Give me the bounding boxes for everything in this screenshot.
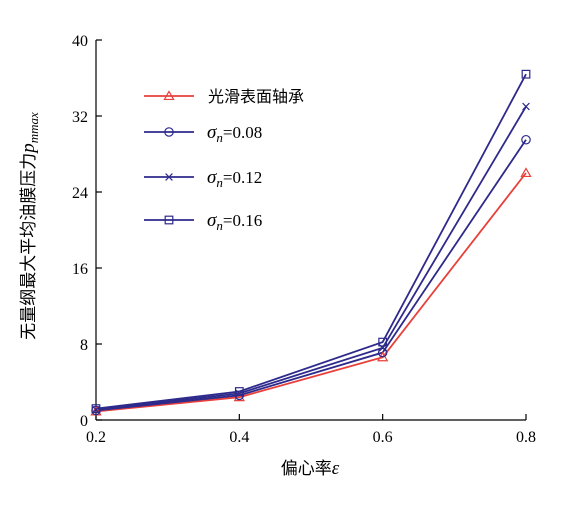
y-axis-subscript: mmax (26, 112, 41, 143)
y-tick-label-3: 24 (72, 185, 88, 202)
series-line-2 (95, 106, 527, 411)
y-axis-symbol: p (18, 143, 39, 155)
legend-marker-1 (164, 127, 174, 137)
series-3-point-3 (521, 69, 531, 79)
legend-label-3: σn=0.16 (207, 210, 262, 233)
legend: 光滑表面轴承 σn=0.08 σn=0.12 σn=0.16 (144, 87, 304, 233)
y-tick-label-2: 16 (72, 261, 88, 278)
series-0-point-1 (233, 391, 245, 402)
series-line-0 (95, 172, 527, 413)
legend-marker-2 (165, 173, 173, 181)
x-axis-symbol: ε (332, 458, 340, 479)
series-lines (95, 73, 527, 413)
axis-ticks: 0.2 0.4 0.6 0.8 0 8 16 24 32 40 (72, 33, 536, 446)
series-line-1 (95, 139, 527, 412)
series-0-point-3 (520, 167, 532, 178)
x-tick-label-1: 0.4 (229, 429, 249, 446)
x-axis-label: 偏心率 (281, 459, 332, 479)
legend-label-2: σn=0.12 (207, 167, 262, 190)
series-3-point-0 (91, 404, 101, 413)
x-tick-label-2: 0.6 (373, 429, 393, 446)
legend-marker-3 (164, 215, 174, 225)
y-axis-label: 无量纲最大平均油膜压力 (19, 153, 39, 340)
series-1-point-3 (521, 134, 531, 145)
series-markers (90, 69, 532, 416)
series-3-point-2 (378, 337, 388, 347)
y-axis-title: 无量纲最大平均油膜压力pmmax (18, 112, 41, 340)
series-3-point-1 (234, 387, 244, 396)
legend-marker-0 (163, 90, 175, 101)
x-tick-label-3: 0.8 (516, 429, 536, 446)
series-line-3 (95, 73, 527, 410)
y-tick-label-4: 32 (72, 109, 88, 126)
y-tick-label-5: 40 (72, 33, 88, 50)
y-tick-label-1: 8 (80, 337, 88, 354)
y-tick-label-0: 0 (80, 413, 88, 430)
x-axis-title: 偏心率ε (281, 458, 340, 479)
legend-label-0: 光滑表面轴承 (208, 87, 304, 106)
x-tick-label-0: 0.2 (86, 429, 106, 446)
legend-label-1: σn=0.08 (207, 122, 262, 145)
series-2-point-3 (522, 102, 530, 111)
